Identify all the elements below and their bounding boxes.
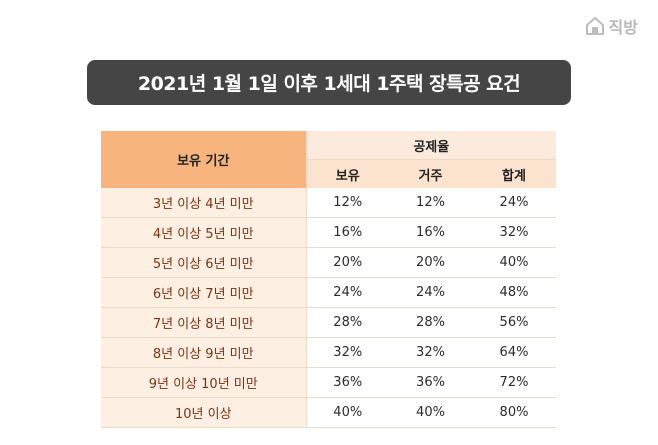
table-row: 3년 이상 4년 미만 12% 12% 24% xyxy=(101,188,557,218)
header-total: 합계 xyxy=(472,159,557,188)
total-rate-cell: 56% xyxy=(472,307,557,338)
reside-rate-cell: 40% xyxy=(389,397,472,428)
reside-rate-cell: 16% xyxy=(389,217,472,248)
table-row: 4년 이상 5년 미만 16% 16% 32% xyxy=(101,217,557,248)
period-cell: 6년 이상 7년 미만 xyxy=(101,277,307,308)
reside-rate-cell: 28% xyxy=(389,307,472,338)
reside-rate-cell: 32% xyxy=(389,337,472,368)
total-rate-cell: 64% xyxy=(472,337,557,368)
table-row: 7년 이상 8년 미만 28% 28% 56% xyxy=(101,307,557,338)
brand-logo: 직방 xyxy=(585,14,638,38)
house-icon xyxy=(585,17,604,35)
hold-rate-cell: 20% xyxy=(306,247,389,278)
period-cell: 10년 이상 xyxy=(101,397,307,428)
hold-rate-cell: 16% xyxy=(306,217,389,248)
page-title: 2021년 1월 1일 이후 1세대 1주택 장특공 요건 xyxy=(87,60,571,105)
header-hold: 보유 xyxy=(306,159,389,188)
period-cell: 4년 이상 5년 미만 xyxy=(101,217,307,248)
header-deduction-rate: 공제율 xyxy=(306,131,557,160)
hold-rate-cell: 12% xyxy=(306,188,389,218)
table-row: 10년 이상 40% 40% 80% xyxy=(101,397,557,428)
reside-rate-cell: 20% xyxy=(389,247,472,278)
table-row: 5년 이상 6년 미만 20% 20% 40% xyxy=(101,247,557,278)
hold-rate-cell: 40% xyxy=(306,397,389,428)
total-rate-cell: 80% xyxy=(472,397,557,428)
reside-rate-cell: 36% xyxy=(389,367,472,398)
table-row: 8년 이상 9년 미만 32% 32% 64% xyxy=(101,337,557,368)
table-row: 6년 이상 7년 미만 24% 24% 48% xyxy=(101,277,557,308)
hold-rate-cell: 24% xyxy=(306,277,389,308)
deduction-rate-table: 보유 기간 공제율 보유 거주 합계 3년 이상 4년 미만 12% 12% 24% 4… xyxy=(101,131,557,428)
hold-rate-cell: 32% xyxy=(306,337,389,368)
period-cell: 5년 이상 6년 미만 xyxy=(101,247,307,278)
reside-rate-cell: 12% xyxy=(389,188,472,218)
hold-rate-cell: 28% xyxy=(306,307,389,338)
header-holding-period: 보유 기간 xyxy=(101,131,307,188)
period-cell: 3년 이상 4년 미만 xyxy=(101,188,307,218)
brand-name: 직방 xyxy=(608,18,638,37)
period-cell: 8년 이상 9년 미만 xyxy=(101,337,307,368)
period-cell: 7년 이상 8년 미만 xyxy=(101,307,307,338)
total-rate-cell: 72% xyxy=(472,367,557,398)
hold-rate-cell: 36% xyxy=(306,367,389,398)
total-rate-cell: 40% xyxy=(472,247,557,278)
total-rate-cell: 24% xyxy=(472,188,557,218)
period-cell: 9년 이상 10년 미만 xyxy=(101,367,307,398)
total-rate-cell: 48% xyxy=(472,277,557,308)
header-reside: 거주 xyxy=(389,159,472,188)
total-rate-cell: 32% xyxy=(472,217,557,248)
table-row: 9년 이상 10년 미만 36% 36% 72% xyxy=(101,367,557,398)
reside-rate-cell: 24% xyxy=(389,277,472,308)
